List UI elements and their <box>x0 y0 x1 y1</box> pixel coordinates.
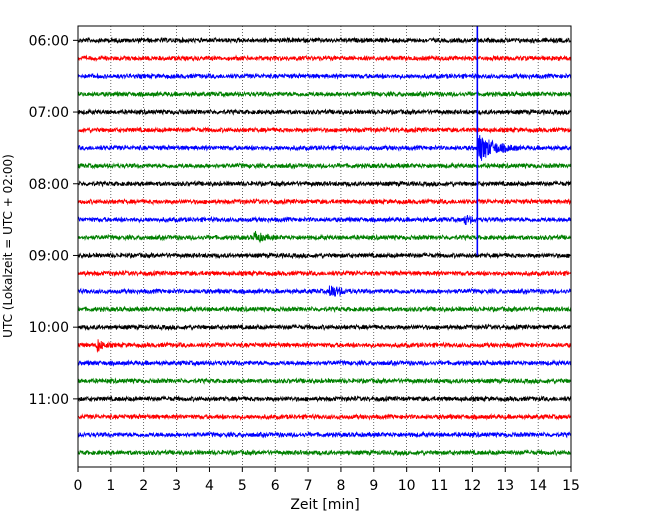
y-axis-label: UTC (Lokalzeit = UTC + 02:00) <box>1 154 15 338</box>
trace-09:45 <box>77 305 572 314</box>
x-tick-label: 8 <box>336 478 345 494</box>
trace-06:45 <box>77 90 572 98</box>
trace-10:15 <box>77 339 572 354</box>
trace-11:00 <box>77 394 572 403</box>
x-tick-label: 12 <box>463 478 481 494</box>
trace-10:30 <box>77 359 572 367</box>
x-axis-label: Zeit [min] <box>290 497 359 513</box>
seismic-traces <box>77 36 572 457</box>
y-tick-label: 11:00 <box>29 392 69 408</box>
x-tick-label: 11 <box>431 478 449 494</box>
x-tick-label: 9 <box>369 478 378 494</box>
trace-06:15 <box>77 54 572 62</box>
y-axis-ticks: 06:00 07:00 08:00 09:00 10:00 11:00 <box>29 33 78 408</box>
x-tick-label: 4 <box>205 478 214 494</box>
x-tick-label: 5 <box>238 478 247 494</box>
trace-10:00 <box>77 323 572 332</box>
trace-10:45 <box>77 377 572 385</box>
x-axis-ticks: 0 1 2 3 4 5 6 7 8 9 10 11 12 13 14 15 <box>74 467 580 494</box>
y-tick-label: 07:00 <box>29 105 69 121</box>
y-tick-label: 06:00 <box>29 33 69 49</box>
trace-07:00 <box>77 108 572 117</box>
x-tick-label: 10 <box>398 478 416 494</box>
trace-07:45 <box>77 161 572 170</box>
trace-11:15 <box>77 412 572 421</box>
x-tick-label: 1 <box>106 478 115 494</box>
trace-09:00 <box>77 251 572 260</box>
trace-08:15 <box>77 197 572 206</box>
trace-08:45 <box>77 230 572 244</box>
x-tick-label: 3 <box>172 478 181 494</box>
x-tick-label: 15 <box>562 478 580 494</box>
trace-11:45 <box>77 448 572 457</box>
trace-11:30 <box>77 430 572 439</box>
x-tick-label: 2 <box>139 478 148 494</box>
trace-09:30 <box>77 285 572 297</box>
x-tick-label: 0 <box>74 478 83 494</box>
plot-frame <box>77 25 572 468</box>
trace-06:00 <box>77 36 572 45</box>
trace-08:00 <box>77 180 572 188</box>
x-tick-label: 13 <box>496 478 514 494</box>
trace-07:30 <box>77 135 572 161</box>
y-tick-label: 10:00 <box>29 320 69 336</box>
trace-07:15 <box>77 126 572 134</box>
trace-09:15 <box>77 269 572 278</box>
y-tick-label: 08:00 <box>29 177 69 193</box>
trace-08:30 <box>77 214 572 226</box>
y-tick-label: 09:00 <box>29 248 69 264</box>
trace-06:30 <box>77 72 572 81</box>
x-tick-label: 14 <box>529 478 547 494</box>
x-tick-label: 7 <box>304 478 313 494</box>
x-tick-label: 6 <box>271 478 280 494</box>
